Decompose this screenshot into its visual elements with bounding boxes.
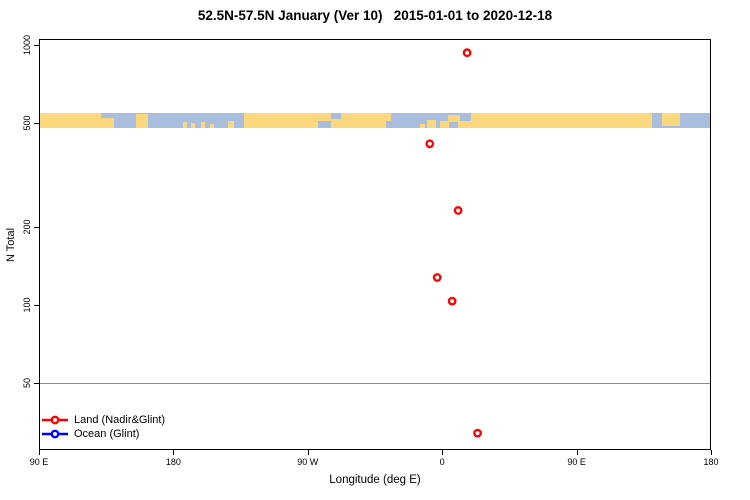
x-tick-label: 180 — [165, 457, 181, 467]
x-tick-label: 90 E — [29, 457, 49, 467]
x-tick-mark — [711, 450, 712, 455]
data-point — [447, 296, 457, 306]
land-segment — [228, 121, 234, 128]
data-point — [425, 139, 435, 149]
y-tick-mark — [34, 123, 39, 125]
y-tick-label: 500 — [22, 115, 32, 131]
land-segment — [318, 113, 332, 122]
y-tick-mark — [34, 226, 39, 228]
data-point — [473, 428, 482, 438]
y-tick-label: 50 — [22, 378, 32, 389]
land-segment — [182, 122, 187, 128]
land-segment — [100, 118, 114, 128]
x-tick-mark — [173, 450, 175, 455]
y-tick-mark — [34, 45, 39, 46]
land-segment — [426, 119, 436, 128]
legend-label-ocean: Ocean (Glint) — [74, 428, 140, 440]
reference-line-50 — [40, 382, 710, 385]
land-segment — [209, 123, 214, 128]
data-points-layer — [425, 48, 482, 438]
land-segment — [385, 113, 392, 121]
legend-item-land: Land (Nadir&Glint) — [41, 413, 165, 427]
data-point — [453, 206, 463, 215]
data-point — [432, 273, 442, 282]
y-tick-label: 1000 — [22, 34, 32, 56]
land-segment — [331, 119, 341, 128]
y-tick-label: 200 — [22, 219, 32, 235]
plot-area: Land (Nadir&Glint) Ocean (Glint) — [39, 39, 711, 450]
x-tick-mark — [576, 450, 578, 455]
data-point — [462, 48, 472, 58]
x-tick-mark — [39, 450, 40, 455]
land-ocean-map-strip — [40, 113, 710, 128]
land-segment — [135, 113, 148, 128]
legend-label-land: Land (Nadir&Glint) — [74, 414, 166, 426]
land-segment — [200, 122, 205, 128]
y-tick-mark — [34, 305, 39, 306]
x-tick-label: 90 W — [297, 457, 319, 467]
x-tick-label: 0 — [439, 457, 445, 467]
legend: Land (Nadir&Glint) Ocean (Glint) — [41, 413, 165, 441]
land-segment — [191, 122, 196, 128]
land-segment — [458, 120, 472, 128]
x-tick-label: 90 E — [567, 457, 586, 467]
land-segment — [419, 123, 425, 128]
x-tick-mark — [307, 450, 309, 455]
land-segment — [448, 115, 461, 122]
y-tick-mark — [34, 383, 39, 385]
land-segment — [340, 113, 386, 128]
x-axis-title: Longitude (deg E) — [329, 474, 421, 486]
land-segment — [40, 113, 101, 128]
y-axis-title: N Total — [5, 227, 17, 263]
land-segment — [439, 121, 449, 128]
y-tick-label: 100 — [22, 297, 32, 313]
chart-title: 52.5N-57.5N January (Ver 10) 2015-01-01 … — [197, 8, 553, 23]
land-segment — [662, 113, 680, 126]
x-tick-mark — [442, 450, 444, 455]
ocean-marker-icon — [42, 429, 68, 439]
legend-item-ocean: Ocean (Glint) — [41, 427, 165, 441]
land-marker-icon — [42, 415, 68, 425]
land-segment — [471, 113, 653, 128]
x-tick-label: 180 — [703, 457, 719, 467]
land-segment — [243, 113, 319, 128]
